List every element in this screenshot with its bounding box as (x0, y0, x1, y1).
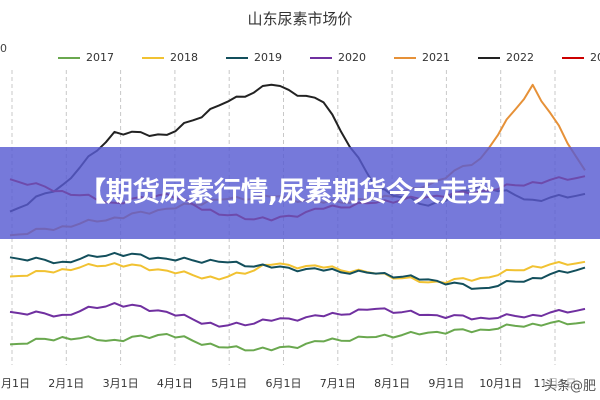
chart-title: 山东尿素市场价 (247, 10, 353, 28)
legend-label: 2020 (338, 51, 366, 64)
legend-item-2022: 2022 (478, 51, 534, 64)
legend-swatch (58, 56, 80, 59)
x-tick-label: 2月1日 (48, 377, 84, 390)
legend-swatch (142, 56, 164, 59)
legend-item-2019: 2019 (226, 51, 282, 64)
series-line-2018 (9, 260, 586, 284)
headline-banner: 【期货尿素行情,尿素期货今天走势】 (0, 147, 600, 239)
headline-text: 【期货尿素行情,尿素期货今天走势】 (78, 177, 522, 208)
watermark: 头条@肥 (543, 375, 596, 394)
legend-label: 2022 (506, 51, 534, 64)
x-tick-label: 8月1日 (374, 377, 410, 390)
legend-item-2018: 2018 (142, 51, 198, 64)
legend-label: 2017 (86, 51, 114, 64)
legend-swatch (394, 56, 416, 59)
x-tick-label: 3月1日 (103, 377, 139, 390)
legend-swatch (562, 56, 584, 59)
series-line-2020 (9, 302, 586, 328)
x-tick-label: 5月1日 (211, 377, 247, 390)
x-tick-label: 9月1日 (428, 377, 464, 390)
series-line-2019 (9, 251, 586, 290)
legend-label: 2018 (170, 51, 198, 64)
legend-swatch (478, 56, 500, 59)
legend-swatch (310, 56, 332, 59)
series-line-2017 (9, 320, 586, 352)
legend-label: 2021 (422, 51, 450, 64)
x-tick-label: 10月1日 (479, 377, 522, 390)
legend-label: 2019 (254, 51, 282, 64)
x-tick-label: 6月1日 (266, 377, 302, 390)
x-tick-label: 1月1日 (0, 377, 30, 390)
legend-item-2020: 2020 (310, 51, 366, 64)
legend-item-2023: 2023 (562, 51, 600, 64)
y-tick-top: 0 (0, 42, 7, 55)
x-tick-label: 7月1日 (320, 377, 356, 390)
x-tick-label: 4月1日 (157, 377, 193, 390)
legend-label: 2023 (590, 51, 600, 64)
chart-legend: 2017 2018 2019 2020 2021 2022 2023 (58, 51, 600, 64)
legend-item-2021: 2021 (394, 51, 450, 64)
legend-item-2017: 2017 (58, 51, 114, 64)
legend-swatch (226, 56, 248, 59)
